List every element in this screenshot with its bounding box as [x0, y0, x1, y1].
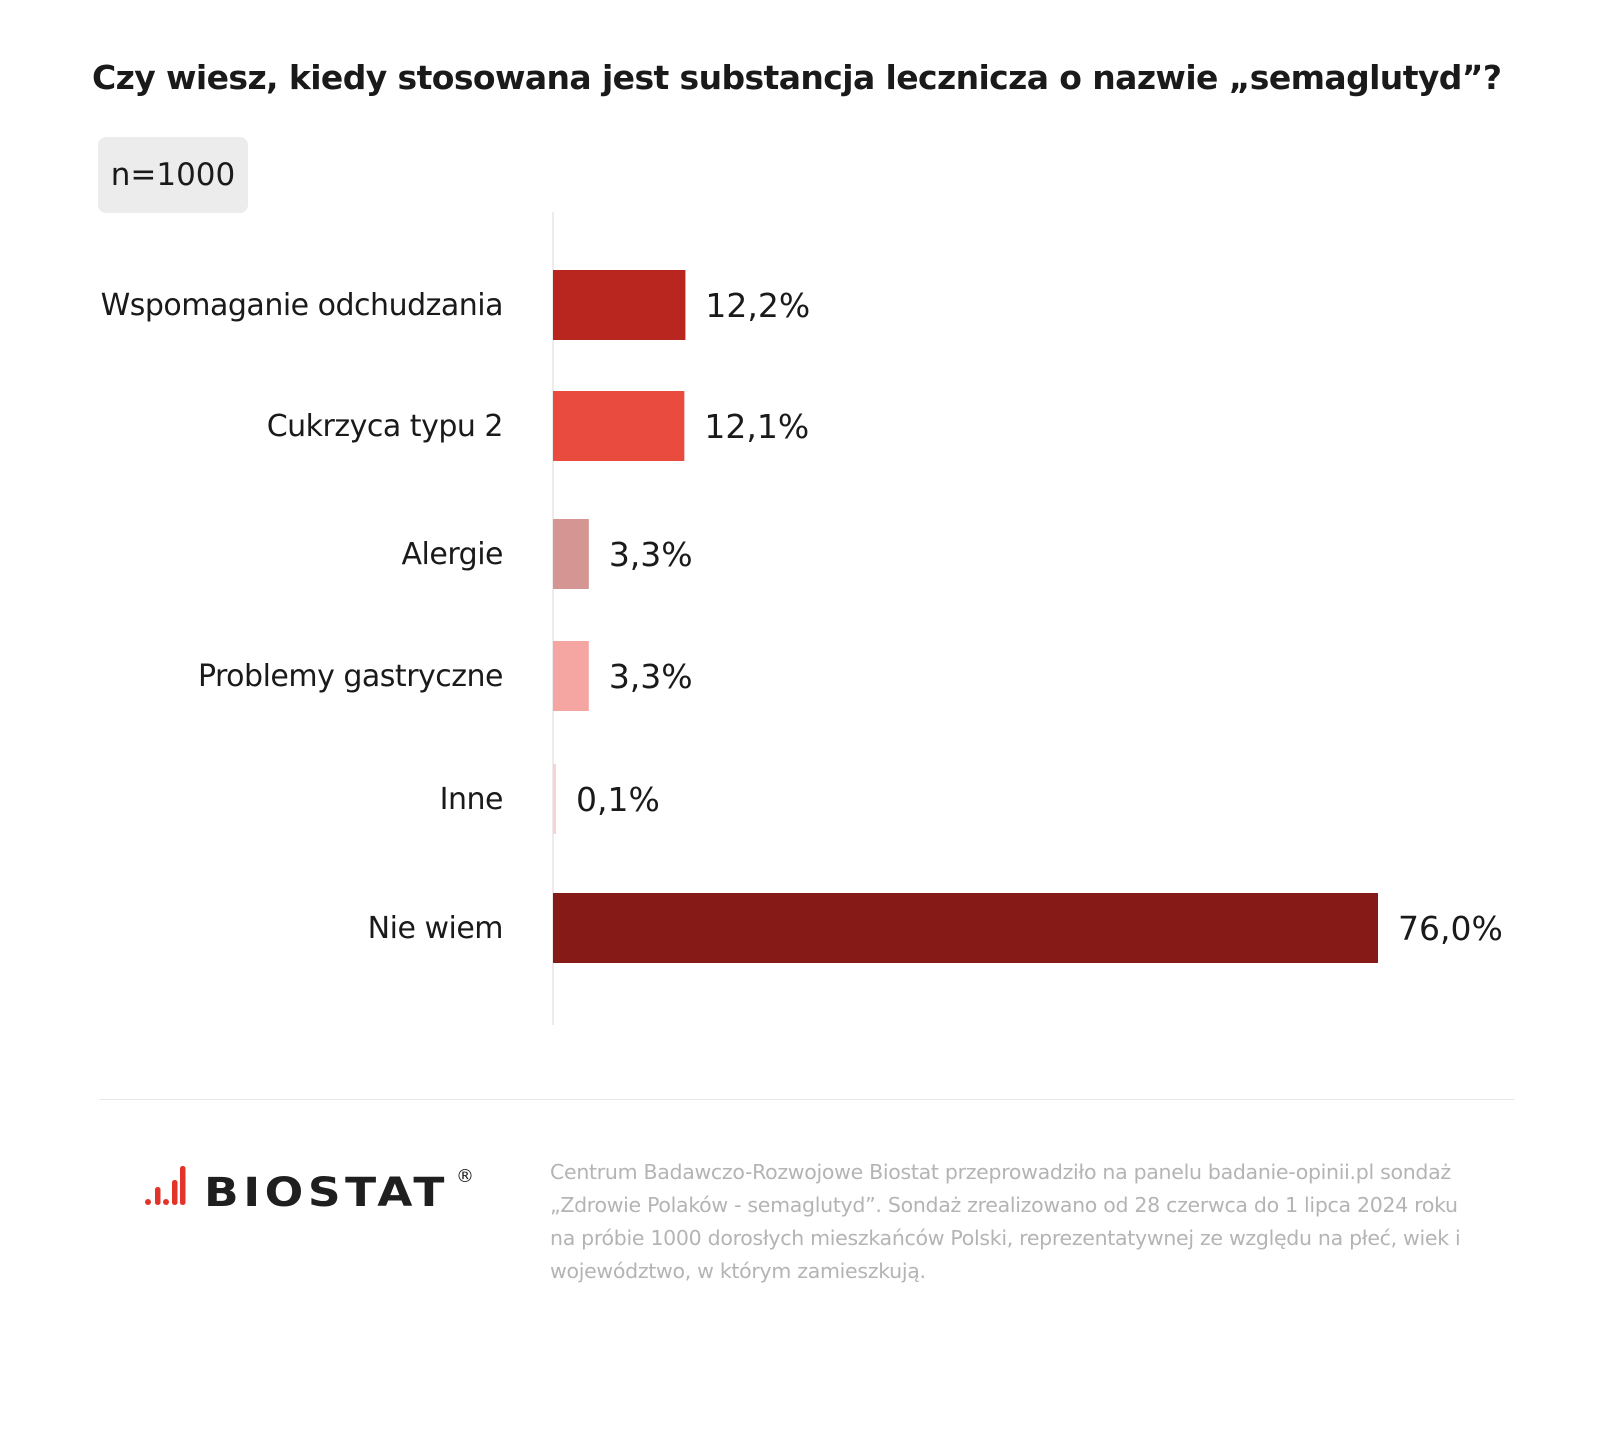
chart-title: Czy wiesz, kiedy stosowana jest substanc… — [92, 58, 1502, 97]
value-label-3: 3,3% — [609, 657, 693, 696]
bar-5 — [553, 893, 1378, 963]
category-label-0: Wspomaganie odchudzania — [101, 288, 503, 323]
category-label-1: Cukrzyca typu 2 — [267, 409, 503, 444]
value-label-0: 12,2% — [705, 286, 810, 325]
value-label-2: 3,3% — [609, 535, 693, 574]
bar-0 — [553, 270, 686, 340]
registered-mark: ® — [456, 1166, 474, 1187]
logo-bars-icon — [145, 1166, 186, 1205]
category-label-3: Problemy gastryczne — [198, 659, 503, 694]
biostat-logo: BIOSTAT ® — [145, 1166, 474, 1216]
footer-divider — [100, 1099, 1514, 1100]
bar-chart: Wspomaganie odchudzania 12,2% Cukrzyca typ… — [101, 212, 1503, 1025]
sample-size-badge: n=1000 — [98, 137, 248, 213]
value-label-1: 12,1% — [704, 407, 809, 446]
bar-4 — [553, 764, 556, 834]
bar-3 — [553, 641, 589, 711]
bar-2 — [553, 519, 589, 589]
value-label-4: 0,1% — [576, 780, 660, 819]
logo-wordmark: BIOSTAT — [204, 1170, 449, 1216]
bar-1 — [553, 391, 685, 461]
category-label-2: Alergie — [402, 537, 503, 572]
category-label-4: Inne — [440, 782, 503, 817]
category-label-5: Nie wiem — [368, 911, 503, 946]
methodology-note: Centrum Badawczo-Rozwojowe Biostat przep… — [550, 1160, 1461, 1283]
value-label-5: 76,0% — [1398, 909, 1503, 948]
